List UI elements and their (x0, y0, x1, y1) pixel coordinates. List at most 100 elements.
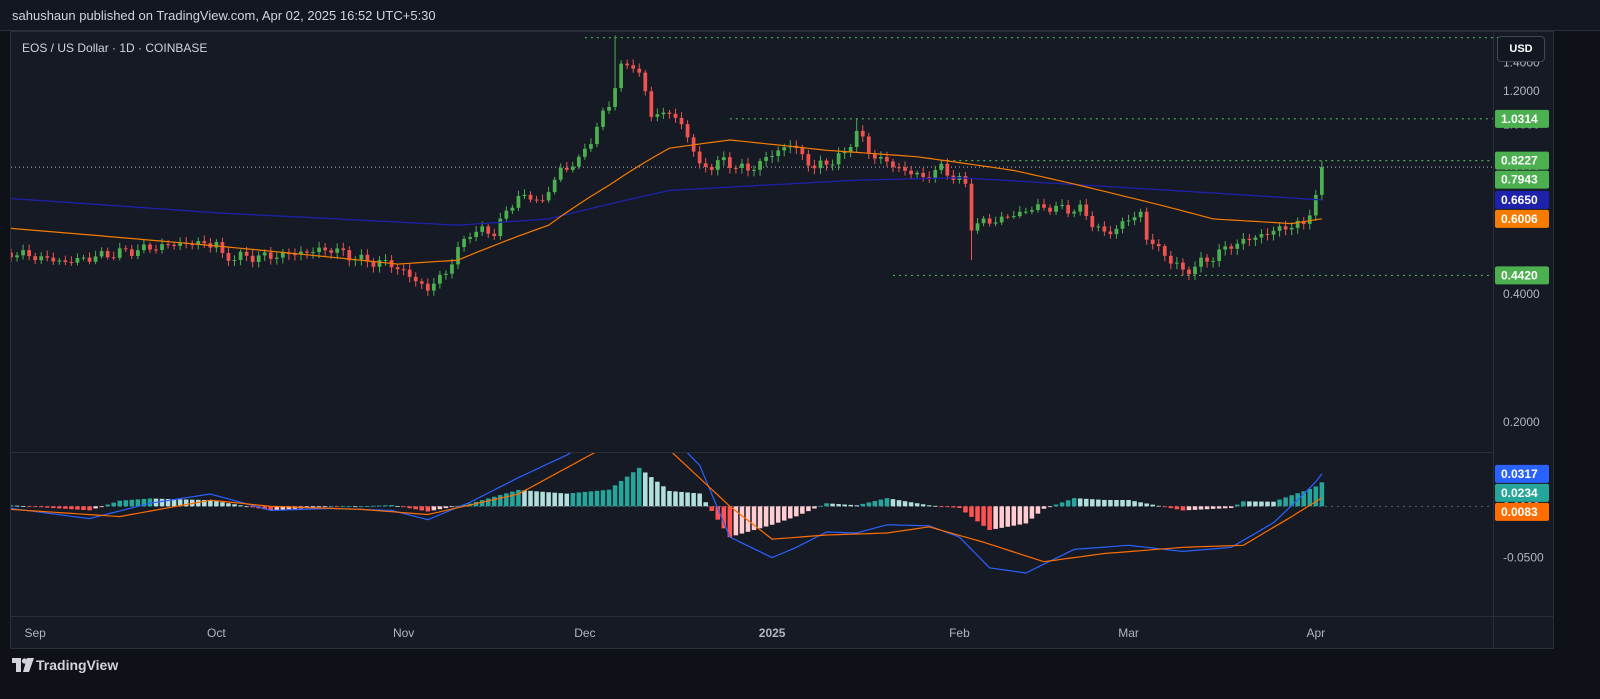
candle-body (160, 244, 164, 250)
price-label: 0.6650 (1501, 193, 1538, 207)
macd-histogram-bar (1120, 499, 1125, 507)
macd-histogram-bar (1186, 506, 1192, 511)
macd-histogram-bar (854, 505, 859, 507)
candle-body (395, 267, 400, 270)
time-tick-label: Nov (393, 626, 414, 640)
macd-histogram-bar (1077, 498, 1083, 507)
macd-label-bg (1495, 502, 1549, 521)
macd-histogram-bar (123, 500, 129, 507)
candle-body (891, 161, 895, 168)
candle-body (262, 252, 267, 256)
price-label: 0.7943 (1501, 173, 1538, 187)
macd-histogram-bar (993, 506, 998, 529)
macd-histogram-bar (504, 493, 509, 507)
macd-histogram-bar (1041, 506, 1047, 509)
candle-body (401, 269, 406, 271)
macd-histogram-bar (20, 506, 26, 507)
macd-histogram-bar (630, 472, 636, 507)
currency-button[interactable]: USD (1497, 36, 1545, 62)
candle-body (558, 167, 563, 180)
macd-histogram-bar (1259, 501, 1264, 507)
macd-histogram-bar (878, 499, 884, 507)
macd-histogram-bar (1307, 488, 1313, 507)
candle-body (11, 252, 13, 258)
macd-histogram-bar (951, 506, 956, 508)
candle-body (945, 163, 950, 176)
candle-body (93, 256, 98, 262)
candle-body (1114, 228, 1119, 235)
chart-panel[interactable]: 1.40001.20001.00000.80000.60000.40000.20… (10, 31, 1554, 649)
candle-body (764, 156, 768, 161)
tradingview-logo-icon (12, 658, 34, 672)
macd-histogram-bar (334, 506, 340, 508)
candle-body (673, 113, 678, 118)
candle-body (117, 248, 122, 258)
candle-body (105, 251, 110, 258)
macd-histogram-bar (226, 503, 231, 507)
time-tick-label: 2025 (759, 626, 786, 640)
macd-histogram-bar (890, 499, 896, 507)
macd-histogram-bar (1053, 504, 1059, 507)
candle-body (631, 65, 636, 69)
macd-histogram-bar (365, 506, 370, 507)
candle-body (818, 160, 823, 169)
candle-body (969, 183, 974, 231)
candle-body (727, 157, 732, 168)
candle-body (498, 218, 503, 237)
candle-body (232, 259, 237, 261)
macd-histogram-bar (896, 500, 902, 507)
macd-histogram-bar (274, 506, 280, 511)
macd-histogram-bar (1090, 499, 1095, 507)
macd-histogram-bar (63, 506, 68, 509)
candle-body (872, 153, 877, 159)
macd-histogram-bar (81, 506, 86, 510)
macd-histogram-bar (510, 491, 515, 507)
candle-body (377, 260, 382, 267)
candle-body (1030, 210, 1034, 212)
candle-body (33, 256, 38, 261)
candle-body (214, 242, 219, 248)
candle-body (885, 157, 889, 162)
macd-histogram-bar (1222, 506, 1228, 509)
candle-body (1193, 266, 1197, 275)
candle-body (806, 154, 811, 166)
candle-body (274, 257, 279, 259)
macd-histogram-bar (1216, 506, 1222, 509)
candle-body (15, 255, 19, 258)
candle-body (1060, 205, 1064, 207)
candle-body (1072, 211, 1077, 214)
macd-histogram-bar (87, 506, 92, 511)
candle-body (909, 170, 913, 175)
macd-histogram-bar (129, 499, 135, 507)
macd-histogram-bar (999, 506, 1004, 528)
chart-canvas[interactable]: 1.40001.20001.00000.80000.60000.40000.20… (11, 32, 1553, 648)
candle-body (371, 261, 376, 267)
price-tick-label: 0.4000 (1503, 287, 1540, 301)
macd-histogram-bar (1071, 498, 1077, 507)
candle-body (879, 157, 883, 159)
candle-body (63, 260, 68, 263)
macd-histogram-bar (721, 506, 727, 529)
candle-body (613, 88, 617, 107)
candle-body (685, 124, 690, 138)
candle-body (323, 247, 327, 251)
macd-histogram-bar (528, 490, 533, 507)
macd-histogram-bar (1084, 498, 1089, 507)
macd-histogram-bar (685, 492, 690, 507)
candle-body (220, 242, 225, 253)
macd-histogram-bar (794, 506, 799, 517)
macd-histogram-bar (679, 491, 684, 507)
macd-histogram-bar (340, 506, 346, 508)
macd-histogram-bar (75, 506, 80, 510)
candle-body (830, 164, 835, 166)
macd-histogram-bar (105, 504, 110, 507)
signal-line (11, 453, 1323, 563)
macd-histogram-bar (268, 506, 274, 511)
macd-histogram-bar (1192, 506, 1198, 510)
candle-body (836, 153, 841, 165)
candle-body (1078, 204, 1083, 212)
macd-histogram-bar (612, 485, 618, 507)
candle-body (407, 269, 412, 277)
candle-body (709, 167, 714, 170)
macd-histogram-bar (1174, 506, 1180, 510)
